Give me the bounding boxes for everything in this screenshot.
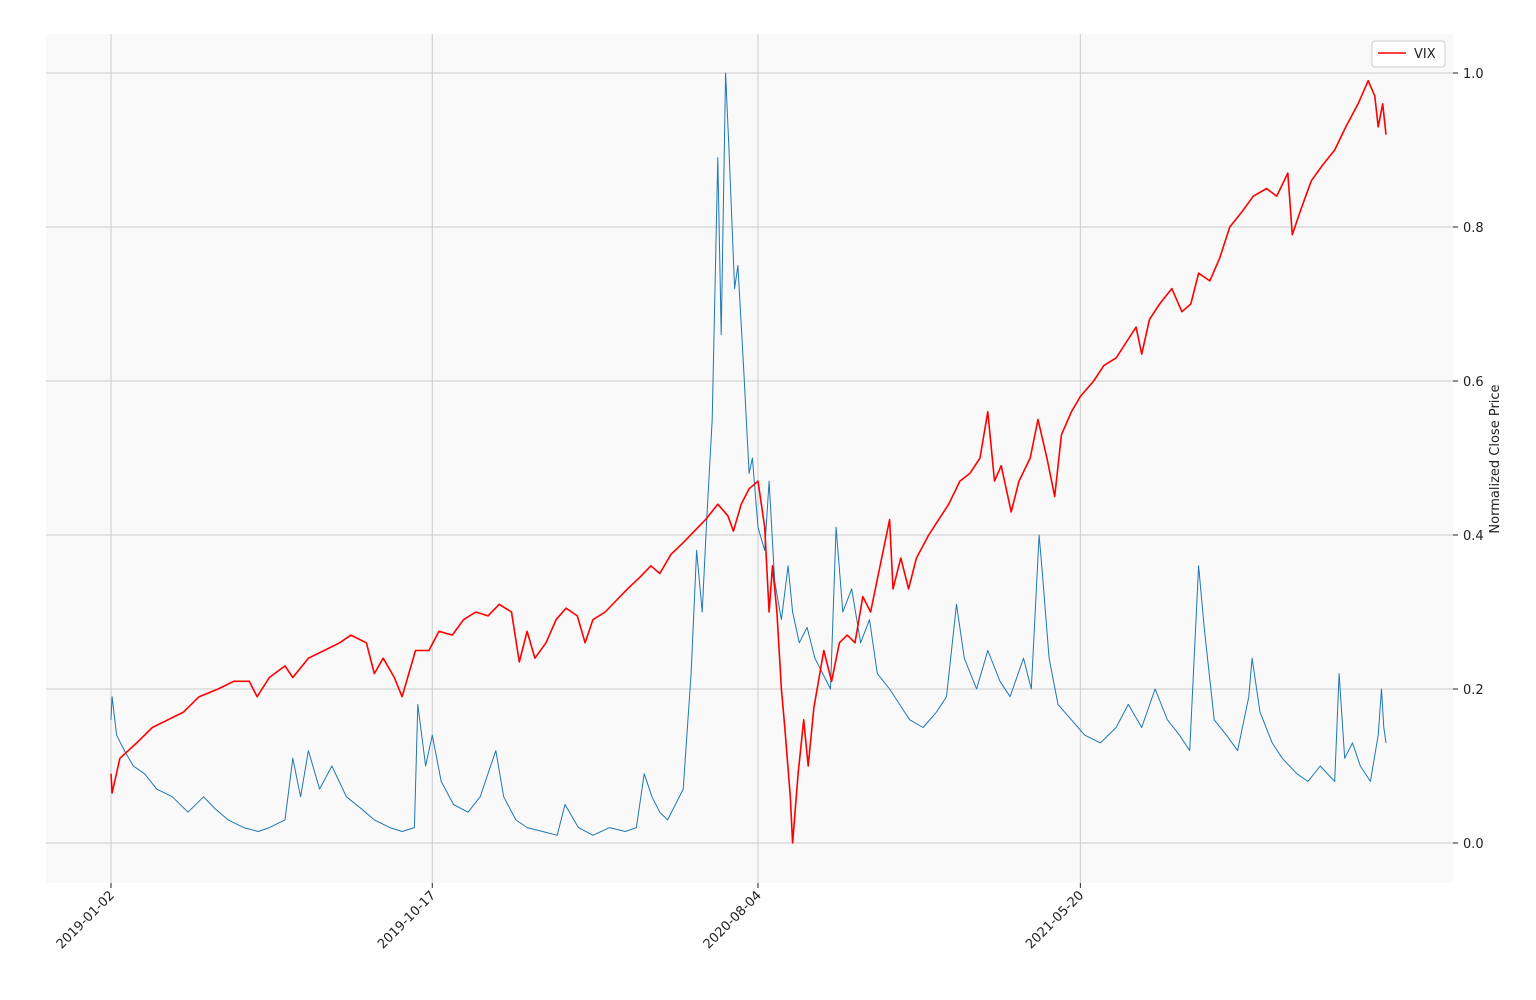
- x-tick-label: 2020-08-04: [701, 888, 765, 952]
- x-tick-label: 2021-05-20: [1023, 888, 1087, 952]
- x-axis: 2019-01-02 2019-10-17 2020-08-04 2021-05-20: [54, 883, 1087, 952]
- series-lines: [110, 72, 1387, 844]
- x-tick-label: 2019-01-02: [54, 888, 118, 952]
- y-tick-label: 0.0: [1463, 837, 1484, 852]
- y-tick-label: 1.0: [1463, 67, 1484, 82]
- legend-label-vix: VIX: [1414, 47, 1436, 62]
- legend-box: [1371, 40, 1446, 68]
- series-line-blue: [110, 72, 1387, 836]
- legend: VIX: [1371, 40, 1446, 68]
- y-axis-label: Normalized Close Price: [1488, 384, 1503, 533]
- y-tick-label: 0.4: [1463, 529, 1484, 544]
- series-line-vix: [110, 79, 1387, 844]
- plot-background: [46, 34, 1453, 883]
- y-tick-label: 0.2: [1463, 683, 1484, 698]
- y-tick-label: 0.6: [1463, 375, 1484, 390]
- x-tick-label: 2019-10-17: [375, 888, 439, 952]
- grid-lines: [46, 34, 1453, 883]
- y-tick-label: 0.8: [1463, 221, 1484, 236]
- y-axis: 0.0 0.2 0.4 0.6 0.8 1.0: [1453, 67, 1484, 852]
